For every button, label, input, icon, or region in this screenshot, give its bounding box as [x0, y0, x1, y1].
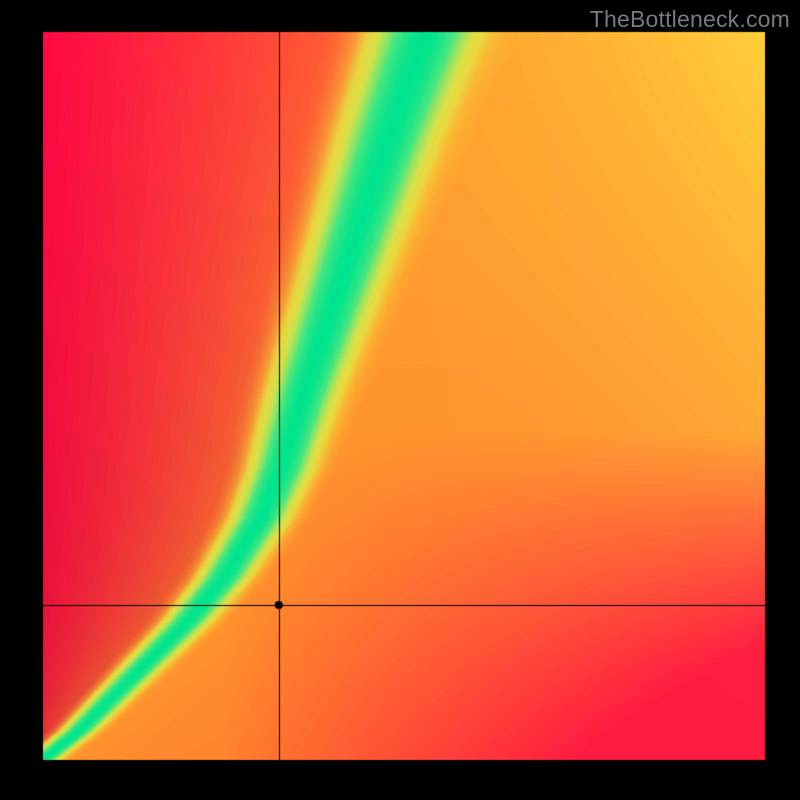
watermark-text: TheBottleneck.com	[590, 6, 790, 33]
chart-container: { "watermark": { "text": "TheBottleneck.…	[0, 0, 800, 800]
heatmap-canvas	[0, 0, 800, 800]
